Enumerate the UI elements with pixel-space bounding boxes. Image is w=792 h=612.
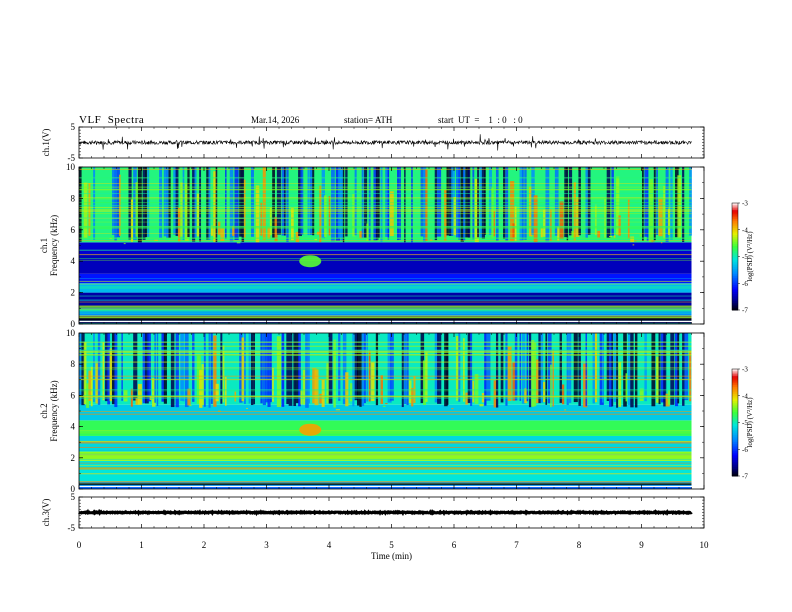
x-tick-label: 10 xyxy=(700,540,710,550)
start-time-label: start UT = 1 : 0 : 0 xyxy=(438,115,523,125)
ch2-spectrogram-colorbar xyxy=(731,368,740,477)
ch1-waveform-axes xyxy=(78,126,705,159)
x-tick-label: 4 xyxy=(327,540,332,550)
x-tick-label: 0 xyxy=(77,540,82,550)
x-tick-label: 8 xyxy=(577,540,582,550)
date-label: Mar.14, 2026 xyxy=(251,115,300,125)
ch1-spectrogram-image xyxy=(79,167,692,325)
ch1-spectrogram-colorbar-tick-label: -6 xyxy=(742,280,748,288)
ch1-spectrogram-ytick-label: 8 xyxy=(71,193,76,203)
ch1-spectrogram-colorbar xyxy=(731,202,740,311)
figure-title: VLF Spectra xyxy=(79,114,145,126)
ch3-waveform-trace xyxy=(78,508,693,517)
ch2-spectrogram-colorbar-tick-label: -5 xyxy=(742,419,748,427)
ch1-spectrogram-ytick-label: 0 xyxy=(71,319,76,329)
x-tick-label: 6 xyxy=(452,540,457,550)
ch2-spectrogram-colorbar-tick-label: -3 xyxy=(742,366,748,374)
ch1-spectrogram-ytick-label: 6 xyxy=(71,225,76,235)
ch1-spectrogram-colorbar-tick-label: -4 xyxy=(742,226,748,234)
ch1-waveform-ytick-label: -5 xyxy=(68,153,76,163)
x-axis-label: Time (min) xyxy=(371,551,412,561)
ch2-spectrogram-colorbar-label: log(PSD) (V²/Hz) xyxy=(746,397,754,448)
ch1-waveform-trace xyxy=(78,134,692,151)
ch1-spectrogram-ytick-label: 4 xyxy=(71,256,76,266)
ch2-spectrogram-colorbar-tick-label: -7 xyxy=(742,473,748,481)
x-tick-label: 5 xyxy=(389,540,394,550)
ch2-spectrogram-axes xyxy=(78,332,705,490)
ch2-spectrogram-ytick-label: 4 xyxy=(71,422,76,432)
x-tick-label: 3 xyxy=(264,540,269,550)
ch2-spectrogram-colorbar-tick-label: -4 xyxy=(742,392,748,400)
x-tick-label: 7 xyxy=(514,540,519,550)
ch1-spectrogram-ytick-label: 2 xyxy=(71,288,76,298)
ch2-spectrogram-ytick-label: 8 xyxy=(71,359,76,369)
ch1-spectrogram-ytick-label: 10 xyxy=(66,162,76,172)
ch1-spectrogram-ylabel: ch.1Frequency (kHz) xyxy=(39,215,59,276)
station-label: station= ATH xyxy=(344,115,393,125)
ch3-waveform-ytick-label: -5 xyxy=(68,523,76,533)
x-tick-label: 2 xyxy=(202,540,207,550)
ch3-waveform-ylabel: ch.3(V) xyxy=(41,499,51,527)
ch1-spectrogram-axes xyxy=(78,166,705,325)
ch1-waveform-ylabel: ch.1(V) xyxy=(41,129,51,157)
x-tick-label: 9 xyxy=(639,540,644,550)
ch1-spectrogram-colorbar-tick-label: -7 xyxy=(742,307,748,315)
ch1-waveform-ytick-label: 5 xyxy=(71,122,76,132)
ch2-spectrogram-ylabel: ch.2Frequency (kHz) xyxy=(39,380,59,441)
ch2-spectrogram-ytick-label: 0 xyxy=(71,484,76,494)
ch1-spectrogram-colorbar-label: log(PSD) (V²/Hz) xyxy=(746,231,754,282)
ch1-spectrogram-colorbar-tick-label: -5 xyxy=(742,253,748,261)
ch2-spectrogram-colorbar-tick-label: -6 xyxy=(742,446,748,454)
ch2-spectrogram-ytick-label: 2 xyxy=(71,453,76,463)
x-tick-label: 1 xyxy=(139,540,144,550)
ch2-spectrogram-ytick-label: 6 xyxy=(71,390,76,400)
ch2-spectrogram-image xyxy=(79,333,692,489)
ch2-spectrogram-ytick-label: 10 xyxy=(66,328,76,338)
ch1-spectrogram-colorbar-tick-label: -3 xyxy=(742,200,748,208)
ch3-waveform-ytick-label: 5 xyxy=(71,492,76,502)
